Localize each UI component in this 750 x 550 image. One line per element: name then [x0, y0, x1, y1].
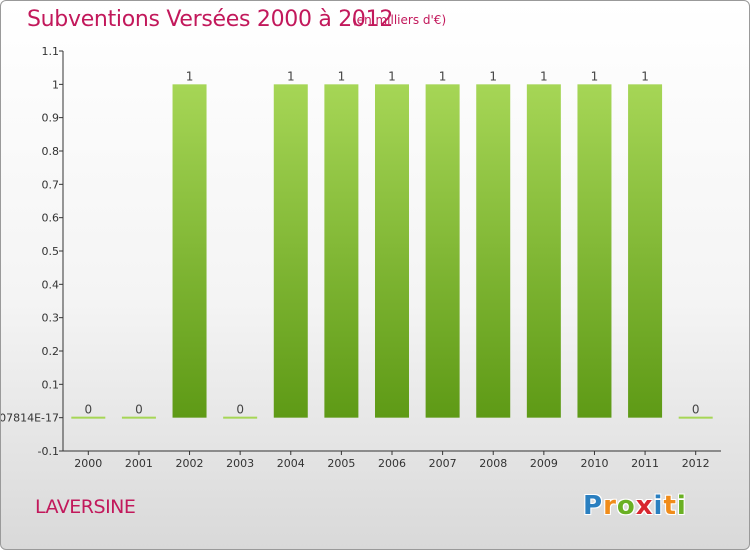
logo-letter: x — [635, 491, 654, 521]
y-tick-label: -0.1 — [38, 445, 59, 458]
x-tick-label: 2010 — [580, 457, 608, 470]
y-tick-label: 0.8 — [42, 145, 60, 158]
x-tick-label: 2002 — [176, 457, 204, 470]
logo-letter: P — [583, 491, 604, 521]
bar-2010 — [577, 84, 612, 418]
y-tick-label: 0.1 — [42, 378, 60, 391]
x-tick-label: 2000 — [74, 457, 102, 470]
y-tick-label: 0.5 — [42, 245, 60, 258]
data-label-2011: 1 — [641, 69, 649, 83]
logo-letter: o — [616, 491, 636, 521]
bar-2001 — [121, 416, 156, 419]
bar-2003 — [223, 416, 258, 419]
bar-2007 — [425, 84, 460, 418]
data-label-2005: 1 — [338, 69, 346, 83]
chart-axes: 1.1 1 0.9 0.8 0.7 0.6 0.5 0.4 0.3 0.2 0.1 1.3877787… — [1, 45, 721, 470]
y-tick-label: 0.6 — [42, 212, 60, 225]
x-tick-label: 2005 — [327, 457, 355, 470]
y-tick-label: 1.1 — [42, 45, 60, 58]
y-tick-label: 0.7 — [42, 178, 60, 191]
unit-note: (en milliers d'€) — [352, 13, 447, 27]
y-tick-label: 1 — [52, 78, 59, 91]
y-tick-label: 0.2 — [42, 345, 60, 358]
y-tick-label: 0.4 — [42, 278, 60, 291]
bar-2011 — [628, 84, 663, 418]
logo-letter: i — [676, 491, 687, 521]
logo-letter: r — [603, 491, 617, 521]
x-tick-label: 2008 — [479, 457, 507, 470]
bar-2004 — [273, 84, 308, 418]
data-label-2007: 1 — [439, 69, 447, 83]
data-label-2003: 0 — [236, 403, 244, 417]
bar-2012 — [678, 416, 713, 419]
x-tick-label: 2001 — [125, 457, 153, 470]
y-tick-label: 0.9 — [42, 112, 60, 125]
bar-2002 — [172, 84, 207, 418]
bar-series — [71, 84, 713, 419]
data-label-2008: 1 — [489, 69, 497, 83]
bar-2008 — [476, 84, 511, 418]
data-label-2012: 0 — [692, 403, 700, 417]
data-label-2000: 0 — [84, 403, 92, 417]
chart-title: Subventions Versées 2000 à 2012 — [27, 7, 394, 32]
x-tick-label: 2007 — [429, 457, 457, 470]
data-label-2004: 1 — [287, 69, 295, 83]
data-label-2009: 1 — [540, 69, 548, 83]
bar-2005 — [324, 84, 359, 418]
y-tick-label: 0.3 — [42, 312, 60, 325]
x-tick-label: 2003 — [226, 457, 254, 470]
bar-2006 — [375, 84, 409, 418]
logo-letter: i — [653, 491, 664, 521]
x-tick-label: 2009 — [530, 457, 558, 470]
data-label-2002: 1 — [186, 69, 194, 83]
proxiti-logo: Proxiti — [583, 491, 687, 521]
x-tick-label: 2004 — [277, 457, 305, 470]
x-tick-label: 2006 — [378, 457, 406, 470]
bar-2009 — [526, 84, 561, 418]
bar-2000 — [71, 416, 106, 419]
data-labels: 0 0 1 0 1 1 1 1 1 1 1 1 0 — [84, 69, 699, 416]
x-tick-label: 2012 — [682, 457, 710, 470]
data-label-2001: 0 — [135, 403, 143, 417]
x-tick-label: 2011 — [631, 457, 659, 470]
y-tick-label: 1.3877787807814E-17 — [1, 412, 59, 425]
data-label-2010: 1 — [591, 69, 599, 83]
commune-name: LAVERSINE — [35, 496, 136, 518]
logo-letter: t — [663, 491, 677, 521]
data-label-2006: 1 — [388, 69, 396, 83]
